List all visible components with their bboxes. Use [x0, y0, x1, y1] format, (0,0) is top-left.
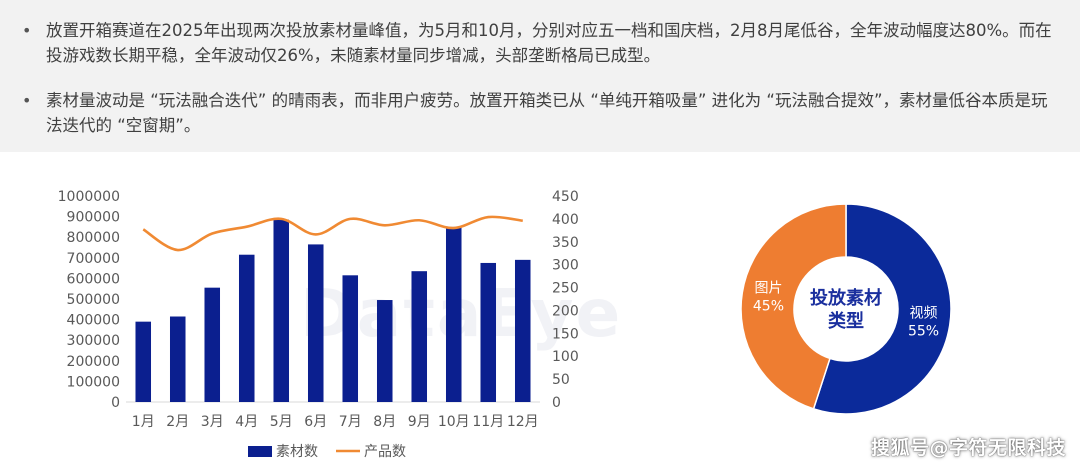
x-tick-label: 4月	[235, 414, 258, 430]
bar-9月	[411, 271, 428, 402]
x-tick-label: 3月	[201, 414, 224, 430]
donut-center-label: 类型	[828, 310, 864, 332]
y-left-tick-label: 700000	[67, 251, 120, 267]
donut-center-label: 投放素材	[810, 287, 882, 309]
donut-slice-percent: 45%	[753, 299, 784, 315]
donut-slice-图片	[740, 203, 847, 410]
donut-slice-视频	[812, 203, 952, 415]
y-left-tick-label: 800000	[67, 230, 120, 246]
summary-panel	[0, 0, 1080, 152]
donut-hole	[795, 258, 897, 360]
y-left-tick-label: 100000	[67, 374, 120, 390]
y-right-tick-label: 0	[552, 395, 561, 411]
y-right-tick-label: 400	[552, 212, 579, 228]
y-left-tick-label: 300000	[67, 333, 120, 349]
bar-1月	[135, 321, 152, 402]
bar-7月	[342, 275, 359, 402]
combo-chart: 1000000900000800000700000600000500000400…	[58, 189, 579, 460]
y-right-tick-label: 150	[552, 326, 579, 342]
y-left-tick-label: 1000000	[58, 189, 120, 205]
bar-6月	[307, 244, 324, 402]
y-left-tick-label: 500000	[67, 292, 120, 308]
y-right-tick-label: 50	[552, 372, 570, 388]
bar-8月	[376, 300, 393, 402]
y-right-tick-label: 300	[552, 258, 579, 274]
x-tick-label: 5月	[270, 414, 293, 430]
legend-label-line: 产品数	[364, 444, 406, 460]
line-series-产品数	[142, 215, 523, 252]
bar-5月	[273, 219, 290, 402]
donut-slice-percent: 55%	[908, 323, 939, 339]
bar-3月	[204, 287, 221, 402]
y-left-tick-label: 600000	[67, 271, 120, 287]
x-tick-label: 2月	[166, 414, 189, 430]
x-tick-label: 11月	[472, 414, 504, 430]
legend-swatch-bar	[248, 446, 272, 457]
x-tick-label: 1月	[132, 414, 155, 430]
y-left-tick-label: 900000	[67, 210, 120, 226]
y-right-tick-label: 350	[552, 235, 579, 251]
x-tick-label: 7月	[339, 414, 362, 430]
bullet-text-2: 素材量波动是 “玩法融合迭代” 的晴雨表，而非用户疲劳。放置开箱类已从 “单纯开…	[46, 91, 1048, 135]
y-right-tick-label: 100	[552, 349, 579, 365]
bar-12月	[514, 259, 531, 402]
donut-slice-label: 视频	[910, 305, 938, 321]
bullet-dot: •	[22, 21, 32, 40]
bar-4月	[238, 254, 255, 402]
x-tick-label: 8月	[373, 414, 396, 430]
x-tick-label: 10月	[438, 414, 470, 430]
x-tick-label: 6月	[304, 414, 327, 430]
bar-2月	[169, 316, 186, 402]
y-left-tick-label: 0	[111, 395, 120, 411]
x-tick-label: 9月	[408, 414, 431, 430]
bar-10月	[445, 226, 462, 402]
y-right-tick-label: 450	[552, 189, 579, 205]
legend-label-bar: 素材数	[276, 444, 318, 460]
bar-11月	[480, 262, 497, 402]
y-left-tick-label: 400000	[67, 313, 120, 329]
bullet-dot: •	[22, 91, 32, 110]
donut-slice-label: 图片	[754, 281, 782, 297]
bullet-point-2: • 素材量波动是 “玩法融合迭代” 的晴雨表，而非用户疲劳。放置开箱类已从 “单…	[22, 88, 1062, 138]
y-left-tick-label: 200000	[67, 354, 120, 370]
y-right-tick-label: 200	[552, 303, 579, 319]
y-right-tick-label: 250	[552, 281, 579, 297]
x-tick-label: 12月	[507, 414, 539, 430]
bullet-point-1: • 放置开箱赛道在2025年出现两次投放素材量峰值，为5月和10月，分别对应五一…	[22, 18, 1062, 68]
bullet-text-1: 放置开箱赛道在2025年出现两次投放素材量峰值，为5月和10月，分别对应五一档和…	[46, 21, 1052, 65]
source-watermark: 搜狐号@字符无限科技	[870, 437, 1066, 459]
